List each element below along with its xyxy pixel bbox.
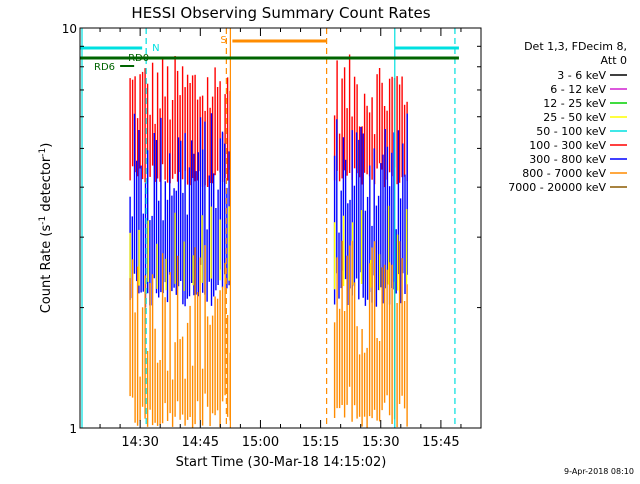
legend-label: 3 - 6 keV xyxy=(557,69,606,82)
plot-data xyxy=(129,54,408,428)
x-tick-label: 15:15 xyxy=(302,435,339,450)
footer-date: 9-Apr-2018 08:10 xyxy=(564,467,634,476)
x-tick-label: 14:30 xyxy=(121,435,158,450)
legend-label: 6 - 12 keV xyxy=(550,83,606,96)
x-axis-label: Start Time (30-Mar-18 14:15:02) xyxy=(176,455,387,470)
y-tick-label: 1 xyxy=(69,422,77,436)
legend-header-line-1: Det 1,3, FDecim 8, xyxy=(524,40,627,53)
x-tick-label: 15:30 xyxy=(362,435,399,450)
y-axis-ticks: 1 10 xyxy=(62,22,481,436)
chart-title: HESSI Observing Summary Count Rates xyxy=(131,4,430,22)
flag-label-RD6: RD6 xyxy=(94,62,115,73)
flag-label-S: S xyxy=(220,35,226,46)
x-tick-label: 15:00 xyxy=(242,435,279,450)
x-tick-label: 14:45 xyxy=(182,435,219,450)
legend-label: 7000 - 20000 keV xyxy=(508,181,606,194)
legend-label: 25 - 50 keV xyxy=(543,111,606,124)
legend-label: 300 - 800 keV xyxy=(529,153,606,166)
flag-lines: N S RD0 RD6 xyxy=(80,28,459,428)
flag-label-RD0: RD0 xyxy=(128,53,149,64)
legend-label: 50 - 100 keV xyxy=(536,125,606,138)
x-axis-ticks: 14:30 14:45 15:00 15:15 15:30 15:45 xyxy=(99,28,462,450)
legend-header-line-2: Att 0 xyxy=(601,54,627,67)
legend-label: 100 - 300 keV xyxy=(529,139,606,152)
legend-label: 12 - 25 keV xyxy=(543,97,606,110)
legend-label: 800 - 7000 keV xyxy=(522,167,606,180)
x-tick-label: 15:45 xyxy=(422,435,459,450)
y-tick-label: 10 xyxy=(62,22,77,36)
flag-label-N: N xyxy=(152,43,159,54)
y-axis-label: Count Rate (s-1 detector-1) xyxy=(38,143,54,314)
